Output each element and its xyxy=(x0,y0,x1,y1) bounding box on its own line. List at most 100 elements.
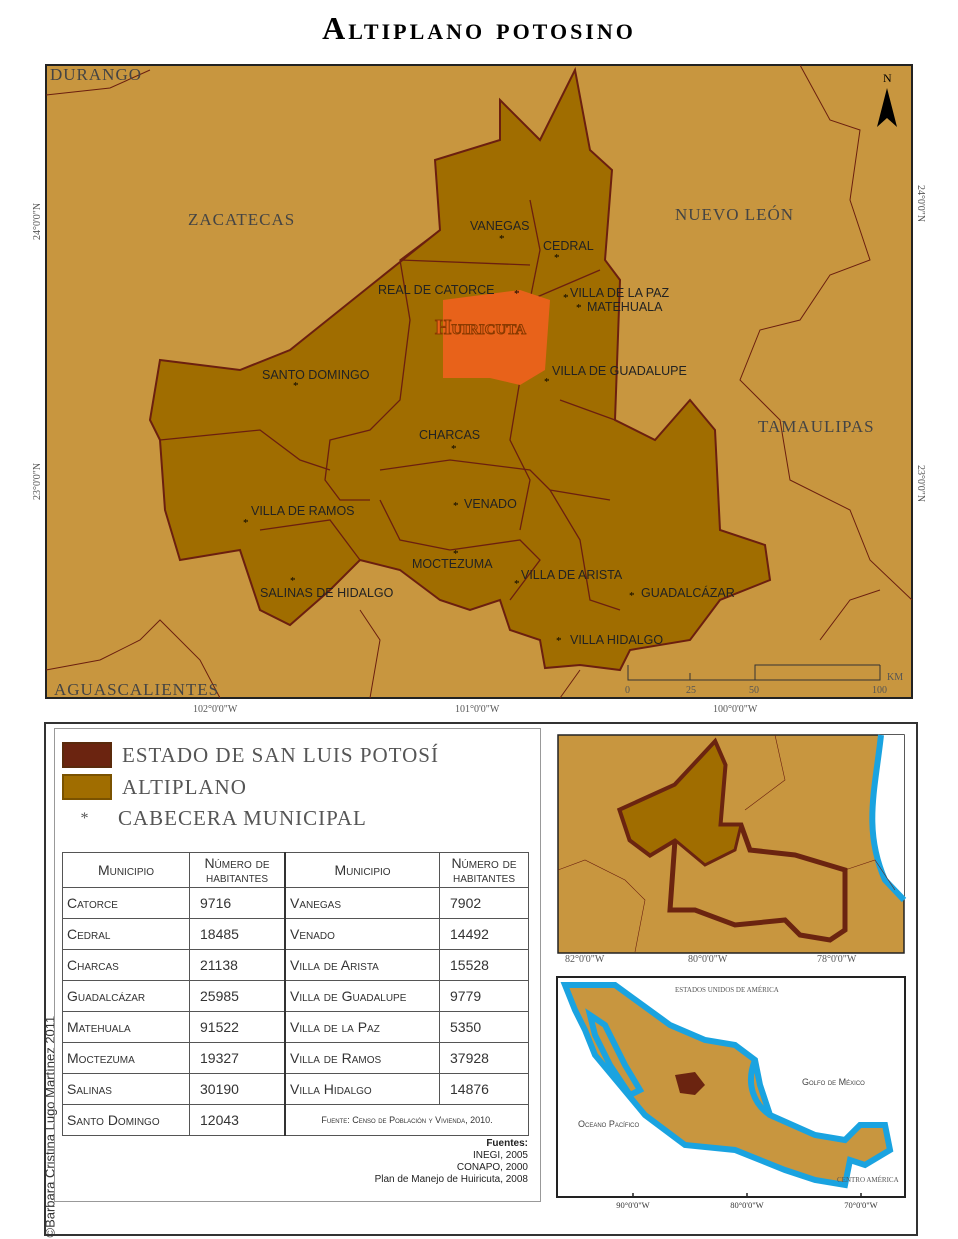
lat-tick: 23°0'0"N xyxy=(32,463,43,500)
scale-tick: 0 xyxy=(625,685,630,696)
lon-tick: 90°0'0"W xyxy=(616,1200,649,1210)
table-row: Moctezuma 19327 Villa de Ramos 37928 xyxy=(62,1042,529,1074)
table-source: Fuente: Censo de Población y Vivienda, 2… xyxy=(284,1104,529,1136)
lon-tick: 70°0'0"W xyxy=(844,1200,877,1210)
region-label: ESTADOS UNIDOS DE AMÉRICA xyxy=(675,986,779,994)
cabecera-asterisk-icon: * xyxy=(293,380,299,392)
table-cell: Cedral xyxy=(62,918,190,950)
table-cell: Villa de Guadalupe xyxy=(284,980,440,1012)
scale-tick: 100 xyxy=(872,685,887,696)
table-cell: 21138 xyxy=(189,949,286,981)
municipality-label: VANEGAS xyxy=(470,219,530,233)
asterisk-icon: * xyxy=(80,809,90,827)
mexico-landmass xyxy=(560,982,894,1189)
table-cell: 25985 xyxy=(189,980,286,1012)
region-label: Golfo de México xyxy=(802,1077,865,1087)
table-cell: Villa Hidalgo xyxy=(284,1073,440,1105)
municipality-label: VILLA HIDALGO xyxy=(570,633,663,647)
map-title: Altiplano potosino xyxy=(322,10,636,46)
scale-tick: 50 xyxy=(749,685,759,696)
table-cell: Villa de Arista xyxy=(284,949,440,981)
table-row: Matehuala 91522 Villa de la Paz 5350 xyxy=(62,1011,529,1043)
table-cell: Villa de la Paz xyxy=(284,1011,440,1043)
table-cell: 5350 xyxy=(439,1011,529,1043)
lon-tick: 80°0'0"W xyxy=(730,1200,763,1210)
state-label: ZACATECAS xyxy=(188,210,295,229)
municipality-label: VILLA DE LA PAZ xyxy=(570,286,669,300)
lat-tick: 24°0'0"N xyxy=(32,203,43,240)
table-cell: 30190 xyxy=(189,1073,286,1105)
table-cell: Moctezuma xyxy=(62,1042,190,1074)
region-label: CENTRO AMÉRICA xyxy=(837,1176,899,1184)
swatch-dark-red-icon xyxy=(62,742,112,768)
municipality-label: MATEHUALA xyxy=(587,300,663,314)
municipality-label: VENADO xyxy=(464,497,517,511)
table-header: Número de habitantes xyxy=(439,852,529,888)
north-label: N xyxy=(883,71,892,85)
table-cell: 18485 xyxy=(189,918,286,950)
state-label: AGUASCALIENTES xyxy=(54,680,219,699)
table-row: Santo Domingo 12043 Fuente: Censo de Pobla… xyxy=(62,1104,529,1136)
table-cell: 15528 xyxy=(439,949,529,981)
municipality-label: SALINAS DE HIDALGO xyxy=(260,586,394,600)
sources-heading: Fuentes: xyxy=(486,1138,528,1149)
cabecera-asterisk-icon: * xyxy=(514,288,520,300)
region-label: Oceano Pacífico xyxy=(578,1119,640,1129)
cabecera-asterisk-icon: * xyxy=(563,292,569,304)
north-arrow-icon xyxy=(877,88,897,127)
scale-bar xyxy=(627,664,881,681)
cabecera-asterisk-icon: * xyxy=(629,590,635,602)
table-header: Municipio xyxy=(284,852,440,888)
cabecera-asterisk-icon: * xyxy=(514,578,520,590)
legend-item-state: ESTADO DE SAN LUIS POTOSÍ xyxy=(62,742,439,768)
municipality-label: SANTO DOMINGO xyxy=(262,368,370,382)
table-cell: Vanegas xyxy=(284,887,440,919)
table-cell: Salinas xyxy=(62,1073,190,1105)
cabecera-asterisk-icon: * xyxy=(453,500,459,512)
table-header: Municipio xyxy=(62,852,190,888)
swatch-ochre-icon xyxy=(62,774,112,800)
state-label: TAMAULIPAS xyxy=(758,417,875,436)
municipality-label: GUADALCÁZAR xyxy=(641,585,735,600)
cabecera-asterisk-icon: * xyxy=(243,517,249,529)
table-cell: 14876 xyxy=(439,1073,529,1105)
cabecera-asterisk-icon: * xyxy=(290,575,296,587)
table-row: Salinas 30190 Villa Hidalgo 14876 xyxy=(62,1073,529,1105)
municipality-label: MOCTEZUMA xyxy=(412,557,493,571)
lon-tick: 80°0'0"W xyxy=(688,954,728,965)
municipality-label: CEDRAL xyxy=(543,239,594,253)
state-label: NUEVO LEÓN xyxy=(675,205,794,224)
huiricuta-label: Huiricuta xyxy=(435,315,526,339)
lon-tick: 78°0'0"W xyxy=(817,954,857,965)
table-cell: 7902 xyxy=(439,887,529,919)
lat-tick: 23°0'0"N xyxy=(915,465,926,502)
cabecera-asterisk-icon: * xyxy=(556,635,562,647)
huiricuta-area xyxy=(443,290,550,385)
scale-unit: KM xyxy=(887,672,903,683)
municipality-label: VILLA DE GUADALUPE xyxy=(552,364,687,378)
table-cell: Matehuala xyxy=(62,1011,190,1043)
inset-state-map: 82°0'0"W 80°0'0"W 78°0'0"W xyxy=(557,734,907,965)
table-cell: Villa de Ramos xyxy=(284,1042,440,1074)
table-row: Guadalcázar 25985 Villa de Guadalupe 9779 xyxy=(62,980,529,1012)
legend-item-cabecera: * CABECERA MUNICIPAL xyxy=(62,806,367,831)
cabecera-asterisk-icon: * xyxy=(499,233,505,245)
table-cell: Catorce xyxy=(62,887,190,919)
table-cell: 9779 xyxy=(439,980,529,1012)
table-row: Catorce 9716 Vanegas 7902 xyxy=(62,887,529,919)
lon-tick-marks xyxy=(632,1193,862,1197)
table-row: Charcas 21138 Villa de Arista 15528 xyxy=(62,949,529,981)
cabecera-asterisk-icon: * xyxy=(576,302,582,314)
lon-tick: 100°0'0"W xyxy=(713,704,758,715)
table-cell: Venado xyxy=(284,918,440,950)
table-cell: Santo Domingo xyxy=(62,1104,190,1136)
sources: Fuentes: INEGI, 2005 CONAPO, 2000 Plan d… xyxy=(375,1138,528,1186)
table-cell: 9716 xyxy=(189,887,286,919)
municipality-label: VILLA DE RAMOS xyxy=(251,504,355,518)
table-cell: Charcas xyxy=(62,949,190,981)
state-borders xyxy=(45,64,913,699)
lat-tick: 24°0'0"N xyxy=(915,185,926,222)
municipal-borders xyxy=(159,199,621,611)
municipality-label: VILLA DE ARISTA xyxy=(521,568,623,582)
